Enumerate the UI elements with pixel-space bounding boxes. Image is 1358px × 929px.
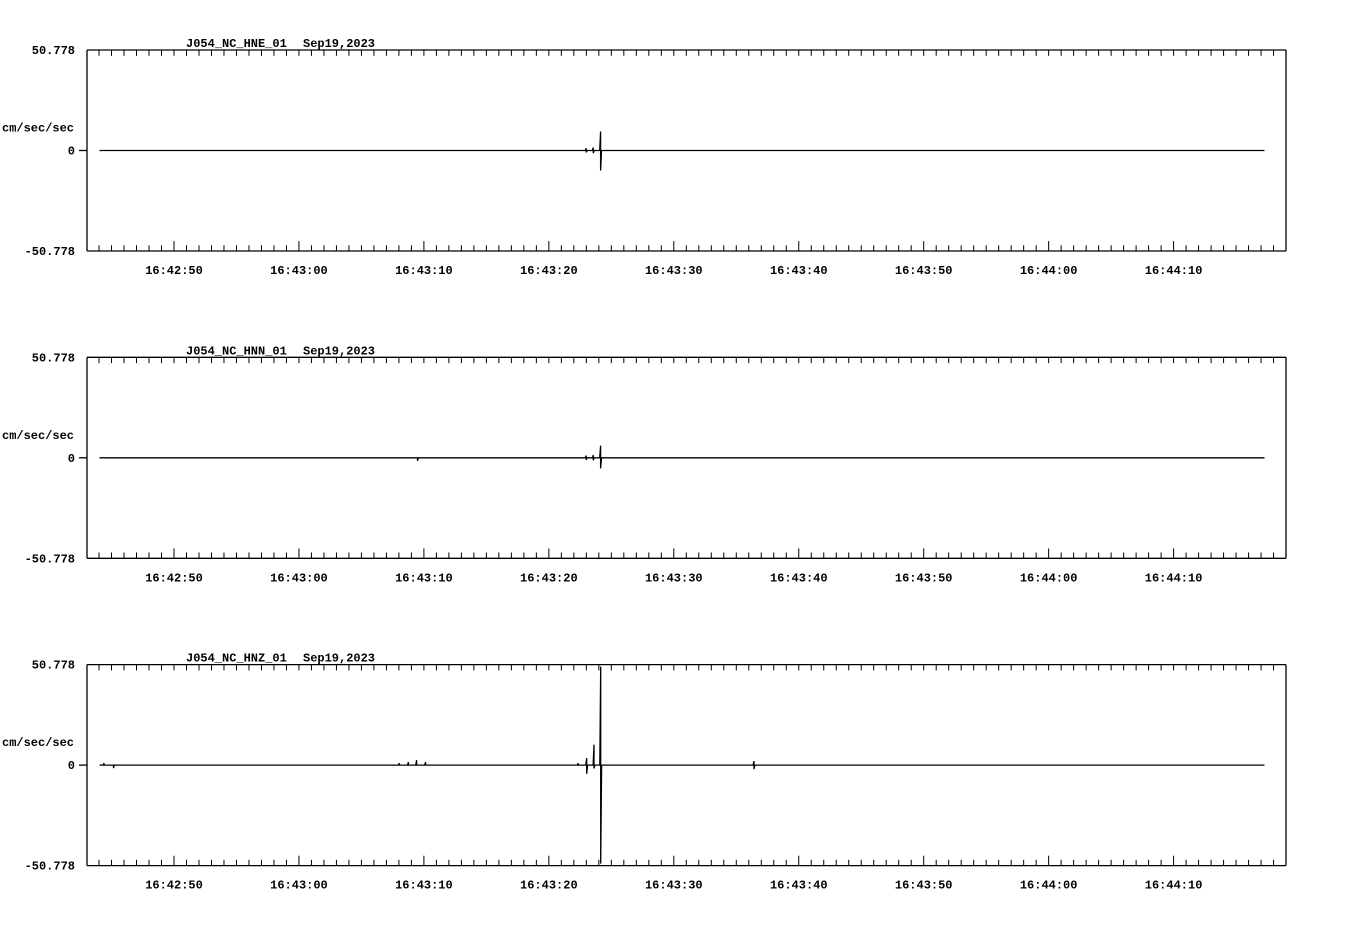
svg-text:-50.778: -50.778 — [25, 552, 75, 566]
svg-text:0: 0 — [68, 452, 75, 466]
svg-text:16:43:30: 16:43:30 — [645, 879, 703, 893]
svg-text:50.778: 50.778 — [32, 44, 75, 58]
svg-text:16:43:40: 16:43:40 — [770, 571, 828, 585]
svg-text:-50.778: -50.778 — [25, 245, 75, 259]
svg-text:16:43:20: 16:43:20 — [520, 571, 578, 585]
svg-text:16:43:10: 16:43:10 — [395, 879, 453, 893]
svg-text:-50.778: -50.778 — [25, 860, 75, 874]
svg-text:16:43:40: 16:43:40 — [770, 264, 828, 278]
svg-text:16:43:40: 16:43:40 — [770, 879, 828, 893]
svg-text:50.778: 50.778 — [32, 659, 75, 673]
svg-text:Sep19,2023: Sep19,2023 — [303, 344, 375, 358]
svg-text:16:43:50: 16:43:50 — [895, 879, 953, 893]
svg-text:16:43:00: 16:43:00 — [270, 879, 328, 893]
svg-text:16:43:30: 16:43:30 — [645, 571, 703, 585]
svg-text:16:44:10: 16:44:10 — [1145, 264, 1203, 278]
svg-text:16:44:00: 16:44:00 — [1020, 571, 1078, 585]
svg-text:cm/sec/sec: cm/sec/sec — [2, 122, 74, 136]
svg-text:16:43:00: 16:43:00 — [270, 264, 328, 278]
svg-text:Sep19,2023: Sep19,2023 — [303, 37, 375, 51]
svg-text:0: 0 — [68, 759, 75, 773]
svg-text:16:44:00: 16:44:00 — [1020, 264, 1078, 278]
svg-text:16:43:10: 16:43:10 — [395, 571, 453, 585]
svg-text:0: 0 — [68, 145, 75, 159]
svg-text:Sep19,2023: Sep19,2023 — [303, 652, 375, 666]
svg-text:16:43:30: 16:43:30 — [645, 264, 703, 278]
svg-text:16:43:50: 16:43:50 — [895, 571, 953, 585]
svg-text:16:43:50: 16:43:50 — [895, 264, 953, 278]
svg-text:16:44:10: 16:44:10 — [1145, 571, 1203, 585]
svg-text:50.778: 50.778 — [32, 351, 75, 365]
svg-text:cm/sec/sec: cm/sec/sec — [2, 736, 74, 750]
svg-text:16:44:10: 16:44:10 — [1145, 879, 1203, 893]
svg-text:J054_NC_HNZ_01: J054_NC_HNZ_01 — [186, 652, 287, 666]
svg-text:16:43:20: 16:43:20 — [520, 264, 578, 278]
svg-text:J054_NC_HNE_01: J054_NC_HNE_01 — [186, 37, 287, 51]
svg-text:16:42:50: 16:42:50 — [145, 264, 203, 278]
svg-text:16:44:00: 16:44:00 — [1020, 879, 1078, 893]
svg-text:16:42:50: 16:42:50 — [145, 879, 203, 893]
svg-text:J054_NC_HNN_01: J054_NC_HNN_01 — [186, 344, 287, 358]
svg-text:16:43:20: 16:43:20 — [520, 879, 578, 893]
svg-text:16:43:10: 16:43:10 — [395, 264, 453, 278]
svg-text:cm/sec/sec: cm/sec/sec — [2, 429, 74, 443]
svg-text:16:43:00: 16:43:00 — [270, 571, 328, 585]
svg-text:16:42:50: 16:42:50 — [145, 571, 203, 585]
